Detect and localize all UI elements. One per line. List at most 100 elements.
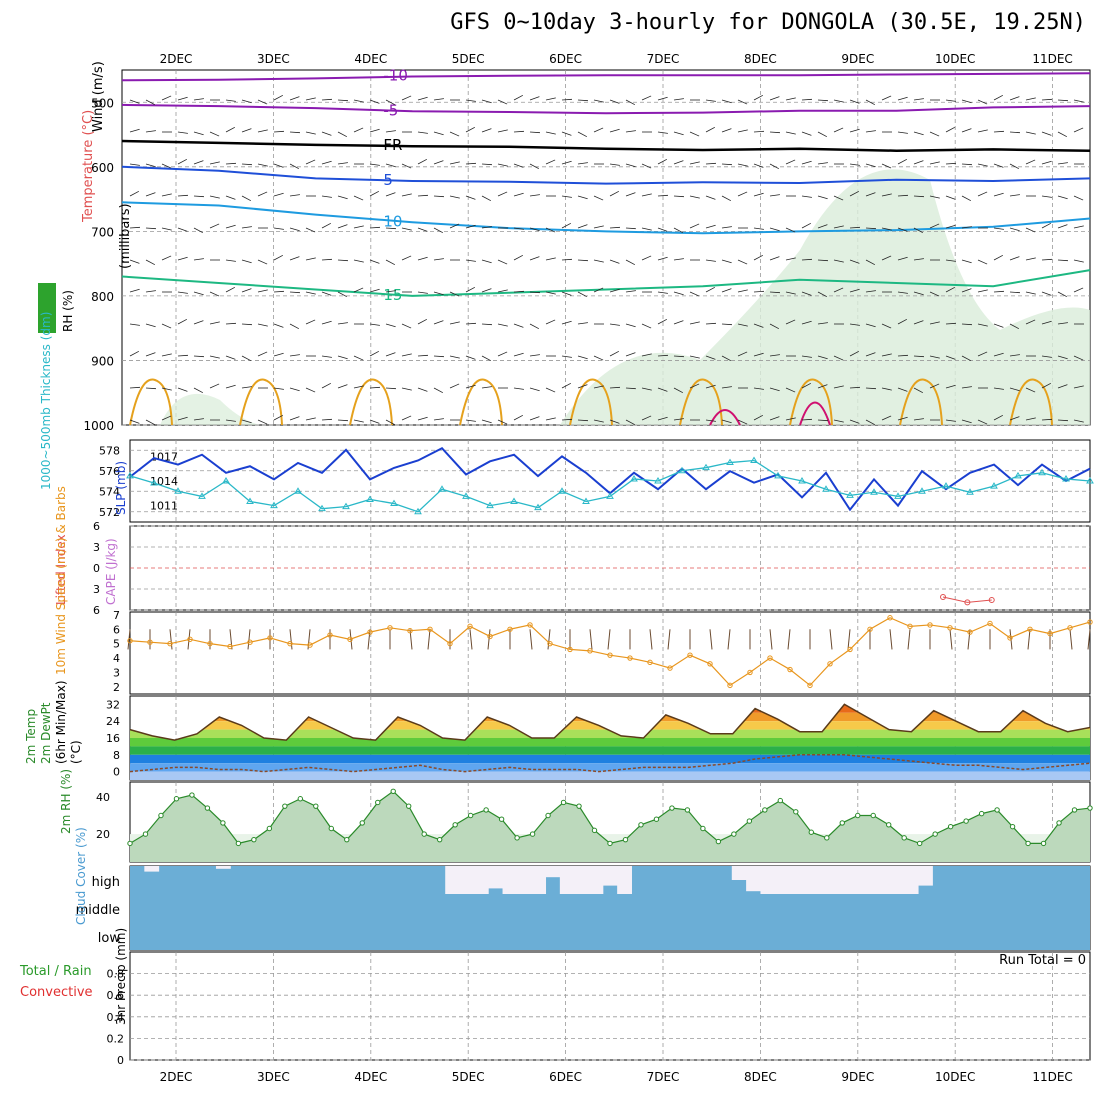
wind-barb bbox=[321, 98, 333, 101]
wind-barb bbox=[721, 226, 732, 229]
wind-barb bbox=[993, 227, 1004, 230]
wind-barb bbox=[817, 322, 828, 325]
wind-barb bbox=[1057, 384, 1068, 389]
wind-barb bbox=[529, 227, 540, 232]
wind-barb bbox=[497, 323, 508, 327]
wind-barb bbox=[577, 291, 588, 298]
wind-barb bbox=[641, 193, 652, 197]
wind-barb bbox=[945, 99, 956, 102]
wind-barb bbox=[385, 290, 396, 293]
wind-barb bbox=[241, 99, 252, 104]
wind-barb bbox=[673, 98, 684, 101]
y-tick-label-precip: 0.6 bbox=[107, 989, 125, 1002]
rh-point bbox=[684, 807, 691, 813]
wind-speed-point bbox=[127, 638, 133, 644]
wind-barb bbox=[1057, 131, 1068, 138]
thickness-point bbox=[1014, 471, 1022, 479]
wind-barb bbox=[641, 353, 652, 357]
wind-barb bbox=[433, 418, 444, 421]
wind-speed-point bbox=[907, 623, 913, 630]
wind-barb bbox=[241, 386, 252, 389]
wind-barb bbox=[401, 323, 412, 329]
cloud-high-gap bbox=[846, 866, 862, 894]
tick-label-top-5DEC: 5DEC bbox=[452, 52, 485, 66]
wind-barb bbox=[417, 227, 428, 232]
wind-barb bbox=[945, 322, 957, 325]
wind-barb bbox=[401, 255, 412, 261]
wind-barb bbox=[625, 290, 636, 293]
wind-barb bbox=[993, 414, 1004, 421]
y-tick-label-slp: 1017 bbox=[150, 450, 178, 463]
wind-barb bbox=[705, 126, 716, 133]
wind-barb bbox=[1041, 98, 1053, 101]
wind-barb bbox=[673, 195, 685, 198]
isotherm-20 bbox=[239, 378, 283, 426]
isotherm-20 bbox=[679, 378, 723, 426]
wind-barb bbox=[673, 387, 684, 394]
wind-barb-10m bbox=[427, 629, 431, 650]
wind-barb-10m bbox=[1027, 629, 1031, 650]
wind-speed-point bbox=[607, 652, 613, 658]
wind-barb bbox=[1057, 99, 1069, 102]
wind-barb bbox=[609, 190, 620, 197]
wind-speed-point bbox=[927, 622, 933, 628]
wind-barb bbox=[369, 288, 380, 293]
panel-frame-wind bbox=[129, 611, 1091, 695]
wind-barb bbox=[849, 163, 860, 166]
series-rh-area bbox=[130, 791, 1090, 862]
wind-barb bbox=[721, 99, 732, 104]
rh-point bbox=[653, 816, 660, 822]
wind-barb bbox=[625, 387, 637, 390]
wind-barb bbox=[577, 419, 589, 422]
wind-speed-point bbox=[247, 639, 253, 645]
y-axis-label-precip-conv: Convective bbox=[20, 985, 93, 1000]
temp-band bbox=[130, 738, 1090, 747]
wind-barb bbox=[609, 350, 620, 357]
wind-barb bbox=[865, 163, 876, 168]
cloud-high-gap bbox=[903, 866, 919, 894]
thickness-point bbox=[510, 497, 518, 504]
wind-barb bbox=[961, 355, 972, 362]
wind-speed-point bbox=[187, 636, 193, 643]
y-tick-label-li: 3 bbox=[93, 583, 100, 596]
wind-barb-10m bbox=[589, 629, 593, 650]
wind-barb bbox=[753, 414, 764, 421]
wind-barb bbox=[897, 158, 908, 165]
wind-barb bbox=[577, 131, 588, 138]
wind-barb bbox=[849, 288, 860, 293]
wind-barb bbox=[705, 286, 716, 293]
wind-barb bbox=[849, 259, 860, 264]
wind-barb bbox=[849, 99, 860, 104]
wind-barb bbox=[241, 419, 252, 424]
thickness-point bbox=[390, 499, 398, 507]
wind-barb bbox=[625, 227, 637, 230]
wind-barb bbox=[129, 128, 140, 133]
isotherm-25 bbox=[799, 401, 831, 426]
wind-barb bbox=[657, 131, 668, 134]
rh-point bbox=[313, 803, 319, 809]
y-axis-label-rh2m: 2m RH (%) bbox=[59, 769, 73, 834]
wind-barb bbox=[513, 94, 524, 101]
wind-barb bbox=[449, 223, 460, 229]
cloud-high-gap bbox=[803, 866, 819, 894]
isotherm--5 bbox=[121, 103, 1091, 115]
wind-barb bbox=[913, 355, 925, 358]
wind-barb bbox=[369, 163, 380, 166]
wind-barb bbox=[657, 227, 668, 232]
wind-barb bbox=[817, 291, 828, 298]
wind-barb bbox=[273, 192, 284, 197]
cloud-high-gap bbox=[215, 866, 231, 869]
wind-barb bbox=[513, 387, 524, 390]
wind-barb bbox=[1073, 419, 1084, 423]
wind-barb bbox=[529, 323, 540, 330]
wind-barb bbox=[625, 192, 636, 197]
wind-barb bbox=[225, 162, 237, 165]
wind-barb bbox=[177, 318, 188, 325]
wind-barb bbox=[289, 387, 300, 392]
thickness-point bbox=[222, 477, 230, 484]
wind-barb bbox=[833, 385, 844, 389]
wind-barb bbox=[209, 131, 220, 137]
y-tick-label-temp: 16 bbox=[106, 732, 120, 745]
wind-barb bbox=[321, 160, 332, 165]
wind-speed-point bbox=[227, 643, 233, 650]
